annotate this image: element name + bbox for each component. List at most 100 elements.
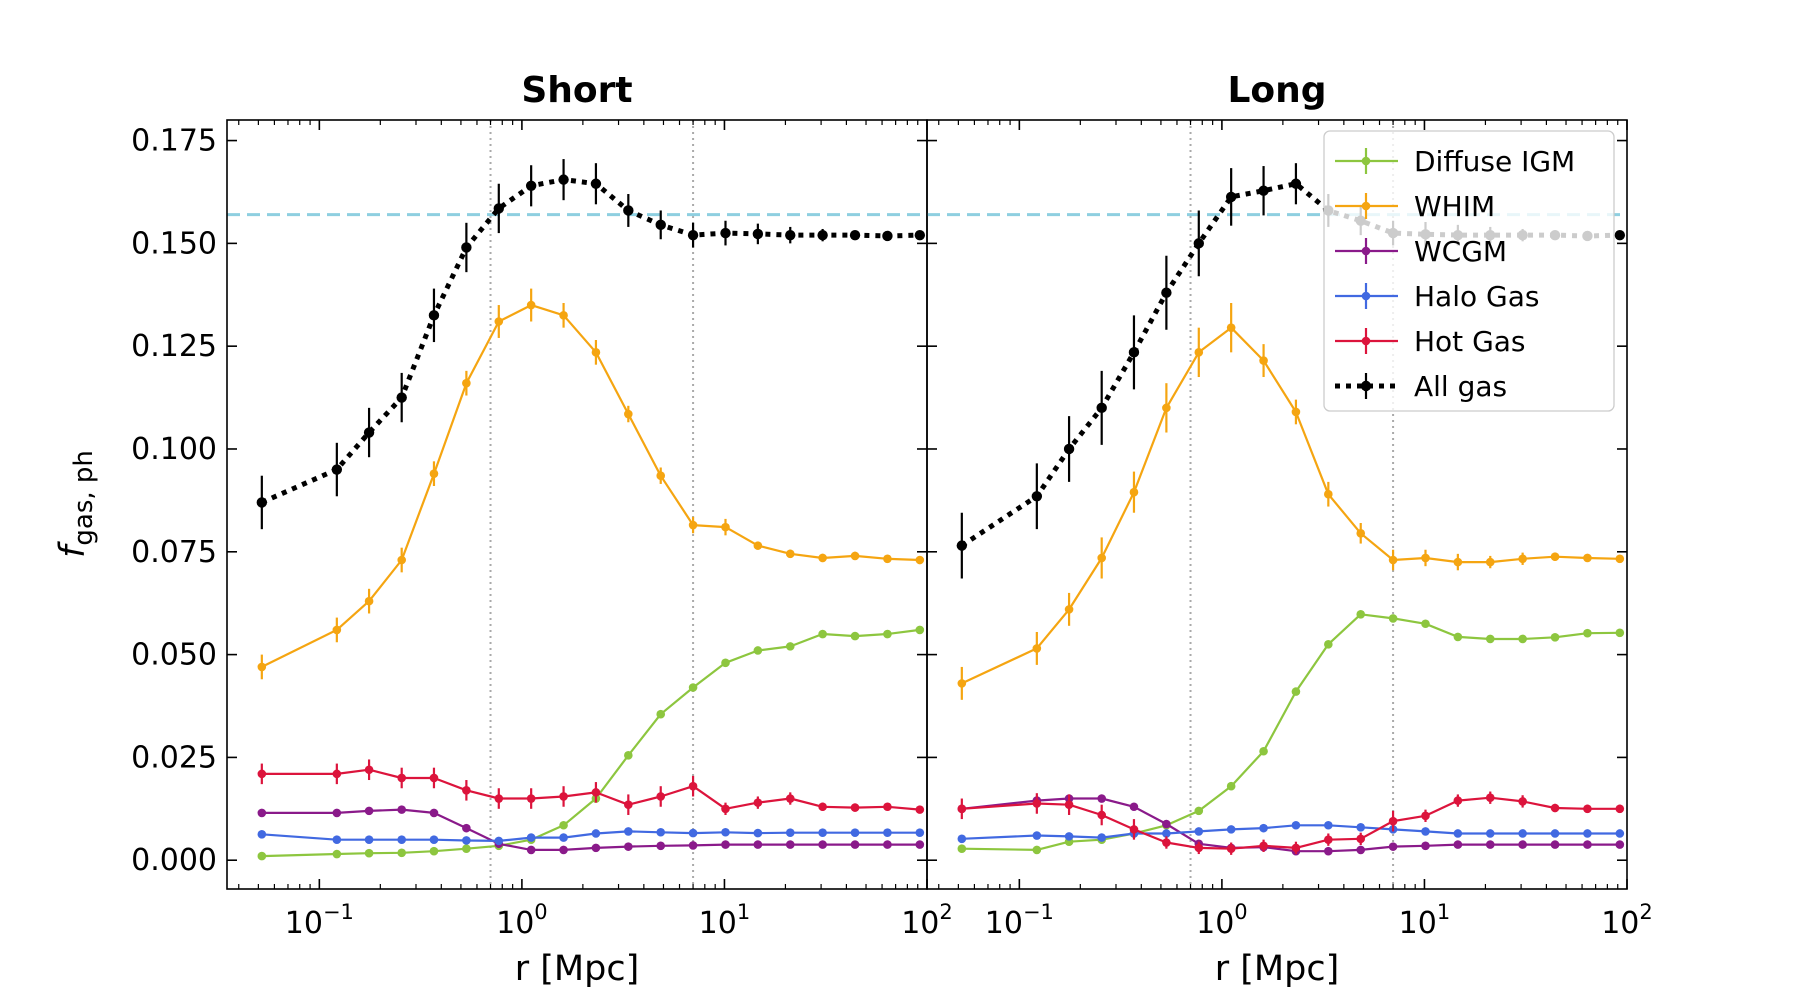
data-point [1324,640,1333,649]
data-point [1194,843,1204,853]
data-point [1162,403,1171,413]
data-point [1453,632,1463,642]
data-point [1096,402,1107,414]
legend-swatch-marker [1361,291,1371,301]
y-tick-label: 0.150 [131,226,217,261]
legend-swatch-marker [1361,201,1371,211]
data-point [687,229,699,241]
data-point [429,808,439,818]
data-point [462,786,471,795]
data-point [753,541,763,550]
x-tick-label: 101 [699,900,751,941]
data-point [558,174,569,185]
data-point [526,833,536,842]
data-point [721,827,730,837]
data-point [850,803,860,812]
data-point [1064,832,1074,841]
data-point [915,828,925,837]
data-point [331,464,343,475]
data-point [915,555,925,565]
data-point [493,203,504,214]
data-point [688,683,698,692]
data-point [915,805,925,814]
data-point [1453,840,1463,849]
y-tick-label: 0.050 [131,638,217,673]
series-halo-gas [257,827,925,846]
data-point [1162,819,1171,829]
data-point [1259,356,1268,365]
data-point [1259,841,1268,851]
data-point [462,836,471,845]
data-point [462,844,471,853]
data-point [850,828,860,837]
data-point [1550,633,1560,642]
x-tick-exponent: 0 [534,900,547,924]
y-tick-label: 0.000 [131,843,217,878]
data-point [1226,323,1236,332]
panel-long: Long r [Mpc] 10−1 100 101 102 [926,70,1653,989]
data-point [257,769,267,779]
data-point [526,794,536,803]
data-point [1583,840,1592,849]
data-point [1421,827,1430,836]
legend-entry: All gas [1335,370,1507,403]
data-point [1421,841,1430,851]
y-axis-label: fgas, ph [53,450,99,558]
y-tick-label: 0.125 [131,329,217,364]
data-point [655,219,666,231]
data-point [883,554,892,564]
series-line [961,613,1620,852]
legend-swatch-marker [1361,156,1371,166]
data-point [1518,554,1527,564]
data-point [494,836,504,846]
x-tick-base: 10 [1601,906,1639,941]
data-point [1225,191,1237,203]
data-point [752,228,764,240]
data-point [1097,810,1106,820]
data-point [332,808,342,818]
legend-entry: Diffuse IGM [1335,145,1575,178]
data-point [1097,553,1106,563]
data-point [957,844,967,853]
data-point [428,310,440,321]
data-point [1550,840,1560,849]
data-point [1128,347,1140,358]
data-point [1615,554,1625,564]
data-point [1550,552,1560,562]
y-tick-label: 0.100 [131,432,217,467]
series-line [961,797,1620,853]
series-hot-gas [957,791,1625,855]
legend-label: All gas [1414,370,1507,403]
data-point [1550,829,1560,838]
x-tick-label: 100 [1196,900,1248,941]
legend-label: WHIM [1414,190,1495,223]
data-point [332,849,342,859]
x-tick-exponent: 2 [1639,900,1652,924]
data-point [817,229,828,241]
data-point [526,300,536,310]
data-point [397,805,406,814]
data-point [1615,628,1625,638]
data-point [1518,829,1527,838]
data-point [590,178,602,189]
data-point [1583,829,1592,838]
legend-entry: Hot Gas [1335,325,1526,358]
series-line [961,824,1620,840]
data-point [1485,829,1495,838]
data-point [397,555,406,565]
series-whim [957,302,1625,700]
x-tick-base: 10 [699,906,737,941]
data-point [1485,793,1495,803]
plot-frame [926,119,1628,890]
data-point [1550,803,1560,813]
data-point [1356,528,1366,538]
x-tick-base: 10 [285,906,323,941]
data-point [1388,816,1398,826]
x-tick-label-group: 10−1 100 101 102 [985,900,1653,941]
data-point [1194,806,1204,816]
data-point [559,792,568,801]
data-point [785,840,795,849]
data-point [656,841,666,851]
data-point [1162,838,1171,847]
